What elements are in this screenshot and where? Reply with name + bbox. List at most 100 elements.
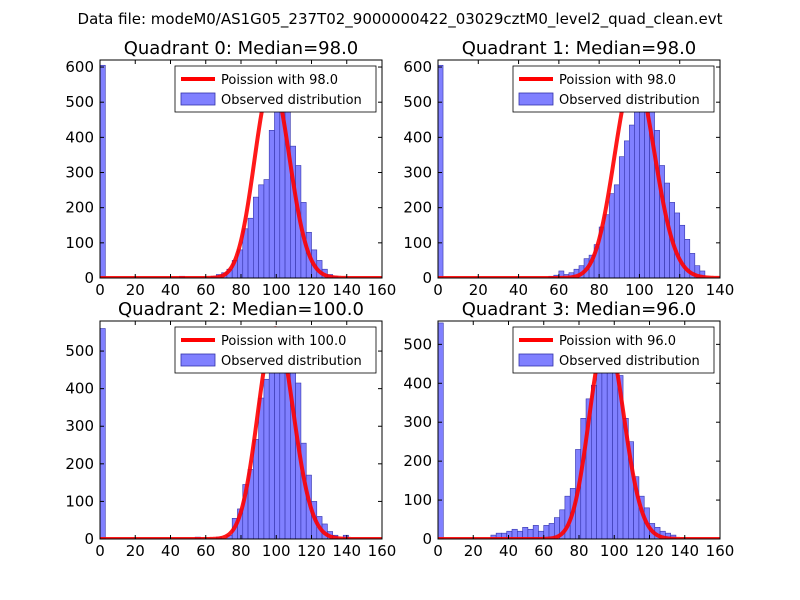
x-tick-label: 100 [262,542,291,560]
x-tick-label: 0 [95,281,105,299]
bar-14 [274,98,281,278]
x-tick-label: 80 [231,281,250,299]
panel-3: 0 20 40 60 80 100 120 140 160 0 100 200 300 400 500 Qua… [403,299,734,560]
bar-9 [258,397,265,539]
x-tick-label: 160 [368,542,397,560]
x-tick-label: 0 [433,542,443,560]
legend-bar-label: Observed distribution [559,354,700,369]
poisson-curve [100,78,382,278]
y-tick-label: 200 [65,199,94,217]
y-tick-label: 100 [65,234,94,252]
panel-title: Quadrant 2: Median=100.0 [118,299,364,320]
x-tick-label: 120 [297,281,326,299]
y-tick-label: 300 [403,164,432,182]
y-tick-label: 500 [65,93,94,111]
legend-bar-swatch [518,92,554,106]
x-tick-label: 0 [95,542,105,560]
bar-18 [634,86,640,278]
x-tick-label: 80 [569,542,588,560]
bar-15 [618,156,625,278]
bar-12 [263,179,270,278]
y-tick-label: 400 [65,380,94,398]
bar-10 [253,196,259,278]
y-tick-label: 500 [403,93,432,111]
x-tick-label: 120 [297,542,326,560]
y-tick-label: 300 [65,417,94,435]
bar-13 [268,130,275,278]
panel-0: 0 20 40 60 80 100 120 140 160 0 100 200 300 400 500 600… [65,38,396,299]
x-tick-label: 20 [126,281,145,299]
bar-9 [532,525,539,539]
y-tick-label: 0 [84,530,94,548]
x-tick-label: 0 [433,281,443,299]
x-tick-label: 80 [590,281,609,299]
x-tick-label: 160 [368,281,397,299]
legend-bar-label: Observed distribution [221,354,362,369]
x-tick-label: 40 [161,281,180,299]
legend-bar-swatch [518,353,554,367]
y-tick-label: 100 [65,492,94,510]
x-tick-label: 140 [332,281,361,299]
bar-21 [596,367,603,539]
legend-curve-label: Poission with 98.0 [559,73,676,88]
y-tick-label: 100 [403,491,432,509]
x-tick-label: 120 [635,542,664,560]
bar-16 [624,140,630,278]
y-tick-label: 300 [65,164,94,182]
y-tick-label: 200 [403,199,432,217]
panel-1: 0 20 40 60 80 100 120 140 0 100 200 300 400 500 600 Qua… [403,38,734,299]
bar-10 [263,378,270,539]
x-tick-label: 140 [332,542,361,560]
panel-title: Quadrant 0: Median=98.0 [124,38,359,59]
x-tick-label: 40 [509,281,528,299]
panel-title: Quadrant 1: Median=98.0 [462,38,697,59]
legend: Poission with 98.0 Observed distribution [174,65,377,113]
x-tick-label: 20 [464,542,483,560]
bar-17 [629,124,635,278]
legend-curve-label: Poission with 96.0 [559,334,676,349]
x-tick-label: 120 [665,281,694,299]
poisson-curve [100,326,382,539]
bar-16 [284,87,291,278]
bar-11 [258,184,265,278]
bar-0 [438,64,444,278]
bar-13 [608,193,615,278]
y-tick-label: 0 [422,530,432,548]
x-tick-label: 100 [262,281,291,299]
plot-area [438,64,720,278]
bar-12 [603,214,610,278]
x-tick-label: 100 [625,281,654,299]
y-tick-label: 300 [403,413,432,431]
x-tick-label: 60 [549,281,568,299]
x-tick-label: 40 [499,542,518,560]
x-tick-label: 20 [126,542,145,560]
y-tick-label: 100 [403,234,432,252]
bar-27 [679,224,686,278]
bar-0 [100,328,106,539]
legend-curve-label: Poission with 100.0 [221,334,346,349]
axes-frame [437,59,721,279]
bar-22 [601,344,608,539]
bar-0 [100,64,106,278]
x-tick-label: 100 [600,542,629,560]
legend-bar-swatch [180,353,216,367]
plot-area [100,326,382,539]
y-tick-label: 600 [65,58,94,76]
panel-title: Quadrant 3: Median=96.0 [462,299,697,320]
y-tick-label: 400 [65,128,94,146]
panel-2: 0 20 40 60 80 100 120 140 160 0 100 200 300 400 500 Qua… [65,299,396,560]
x-tick-label: 60 [196,281,215,299]
x-tick-label: 60 [196,542,215,560]
legend: Poission with 96.0 Observed distribution [512,326,715,374]
bar-8 [253,439,259,539]
x-tick-label: 140 [670,542,699,560]
x-tick-label: 80 [231,542,250,560]
x-tick-label: 40 [161,542,180,560]
y-tick-label: 500 [65,342,94,360]
legend-bar-label: Observed distribution [559,93,700,108]
x-tick-label: 140 [706,281,735,299]
legend: Poission with 100.0 Observed distribution [174,326,377,374]
bar-0 [438,322,444,539]
x-tick-label: 20 [469,281,488,299]
